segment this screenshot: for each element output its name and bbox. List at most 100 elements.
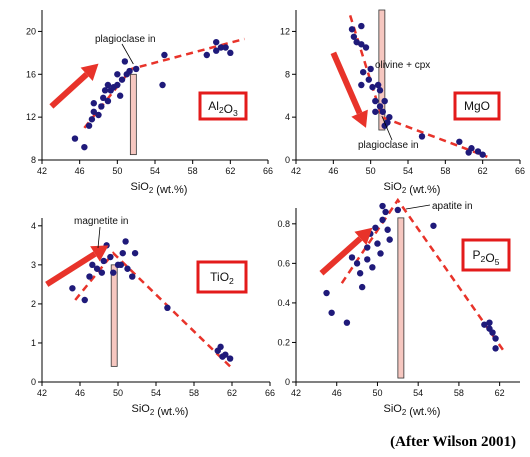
trend-arrow-head [351, 109, 368, 128]
phase-in-marker [110, 264, 118, 367]
annotation-leader [97, 226, 101, 249]
x-tick-label: 46 [75, 166, 85, 176]
trend-arrow [330, 51, 363, 115]
data-point [71, 135, 79, 142]
data-point [456, 138, 463, 145]
data-point [367, 65, 374, 73]
x-tick-label: 54 [413, 388, 423, 398]
x-tick-label: 58 [454, 388, 464, 398]
x-tick-label: 54 [150, 166, 160, 176]
phase-annotation-secondary: olivine + cpx [375, 60, 430, 71]
data-point [104, 81, 112, 89]
phase-in-marker [378, 9, 386, 131]
trend-arrow-head [90, 245, 109, 262]
data-point [110, 269, 117, 276]
y-tick-label: 20 [26, 26, 36, 36]
source-credit: (After Wilson 2001) [390, 434, 516, 450]
data-point [131, 249, 139, 257]
x-tick-label: 62 [225, 166, 235, 176]
y-tick-label: 2 [31, 299, 36, 309]
data-point [348, 26, 356, 33]
y-tick-label: 4 [31, 221, 36, 231]
data-point [69, 285, 76, 292]
y-tick-label: 16 [26, 69, 36, 79]
data-point [222, 44, 229, 51]
data-point [132, 65, 140, 73]
data-point [217, 44, 225, 51]
x-tick-label: 62 [478, 166, 488, 176]
data-point [358, 81, 365, 89]
x-tick-label: 46 [328, 166, 338, 176]
panel-tio2: 42 46 50 54 58 62 66 0 1 2 3 4 SiO2 (wt.%) magnetite … [31, 216, 275, 418]
x-tick-label: 54 [151, 388, 161, 398]
y-tick-label: 0 [285, 155, 290, 165]
y-tick-label: 1 [31, 338, 36, 348]
data-point [381, 97, 388, 105]
data-point [213, 38, 220, 46]
data-point [384, 226, 391, 233]
data-point [124, 265, 131, 272]
data-point [122, 238, 129, 245]
x-axis-label: SiO2 (wt.%) [131, 181, 188, 196]
y-tick-label: 4 [285, 112, 290, 122]
data-point [382, 208, 389, 216]
x-tick-label: 50 [112, 166, 122, 176]
data-point [126, 67, 133, 75]
data-point [376, 87, 384, 94]
oxide-label: MgO [464, 99, 490, 113]
data-point [369, 264, 376, 271]
y-tick-label: 8 [285, 69, 290, 79]
data-point [372, 224, 379, 231]
data-point [203, 51, 210, 59]
data-point [328, 309, 335, 316]
x-tick-label: 66 [265, 388, 275, 398]
x-tick-label: 58 [188, 166, 198, 176]
data-point [348, 254, 356, 261]
data-point [119, 249, 126, 257]
data-point [365, 76, 372, 83]
data-point [492, 345, 499, 352]
x-tick-label: 42 [37, 166, 47, 176]
data-point [372, 108, 379, 115]
data-point [90, 108, 97, 115]
phase-in-marker [129, 73, 137, 156]
x-axis-label: SiO2 (wt.%) [384, 181, 441, 196]
data-point [350, 33, 358, 40]
data-point [372, 97, 379, 105]
x-tick-label: 50 [366, 166, 376, 176]
x-axis-label: SiO2 (wt.%) [384, 403, 441, 418]
data-point [358, 22, 365, 30]
x-tick-label: 58 [440, 166, 450, 176]
annotation-leader [405, 204, 431, 210]
trend-arrow [45, 251, 97, 287]
data-point [379, 202, 386, 210]
data-point [356, 270, 364, 277]
data-point [98, 103, 105, 110]
data-point [117, 261, 125, 269]
x-tick-label: 62 [227, 388, 237, 398]
x-axis-label: SiO2 (wt.%) [132, 403, 189, 418]
annotation-leader [381, 115, 393, 141]
x-tick-label: 46 [75, 388, 85, 398]
data-point [164, 304, 171, 312]
data-point [114, 81, 121, 89]
x-tick-label: 54 [403, 166, 413, 176]
data-point [374, 240, 381, 247]
data-point [360, 68, 367, 76]
data-point [489, 329, 496, 336]
x-tick-label: 66 [515, 166, 525, 176]
phase-annotation: plagioclase in [358, 140, 419, 151]
data-point [468, 145, 475, 152]
data-point [369, 83, 376, 91]
oxide-label-box [461, 238, 511, 272]
data-point [85, 122, 93, 129]
data-point [107, 253, 114, 261]
phase-annotation: magnetite in [74, 216, 128, 227]
x-tick-label: 42 [291, 388, 301, 398]
data-point [481, 321, 488, 328]
data-point [353, 260, 361, 267]
oxide-label-box [453, 91, 501, 121]
data-point [100, 94, 107, 102]
data-point [114, 71, 121, 78]
